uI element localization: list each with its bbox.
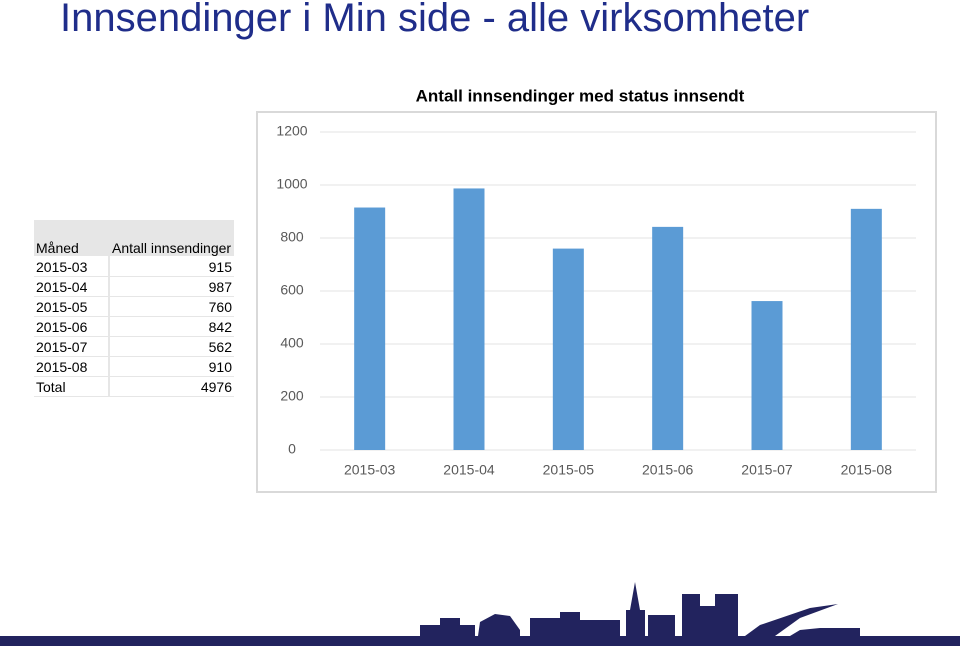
table-cell: 915: [109, 256, 234, 277]
table-row: 2015-08 910: [34, 356, 234, 377]
y-tick-label: 600: [280, 282, 304, 298]
table-cell: 562: [109, 336, 234, 357]
table-row: 2015-07 562: [34, 336, 234, 357]
x-tick-label: 2015-03: [344, 462, 396, 478]
x-tick-label: 2015-06: [642, 462, 694, 478]
table-cell: 842: [109, 316, 234, 337]
y-tick-label: 1000: [276, 176, 307, 192]
chart-title: Antall innsendinger med status innsendt: [416, 86, 745, 105]
bar: [850, 208, 882, 450]
table-row: Måned Antall innsendinger: [34, 220, 234, 257]
bar: [354, 207, 386, 450]
table-cell: 987: [109, 276, 234, 297]
bar: [652, 226, 684, 450]
bar: [453, 188, 485, 450]
table-cell: 2015-08: [34, 356, 110, 377]
y-tick-label: 1200: [276, 123, 307, 139]
data-table: Måned Antall innsendinger 2015-03 915 2015-0…: [34, 220, 234, 397]
x-tick-label: 2015-04: [443, 462, 495, 478]
table-row: 2015-06 842: [34, 316, 234, 337]
x-tick-label: 2015-07: [741, 462, 793, 478]
slide-title: Innsendinger i Min side - alle virksomhe…: [60, 0, 810, 40]
table-cell: 2015-03: [34, 256, 110, 277]
table-row: 2015-03 915: [34, 256, 234, 277]
bar: [751, 301, 783, 450]
table-cell: 4976: [109, 376, 234, 397]
y-tick-label: 200: [280, 388, 304, 404]
table-cell: 2015-04: [34, 276, 110, 297]
table-cell: 2015-07: [34, 336, 110, 357]
table-cell: 2015-06: [34, 316, 110, 337]
y-tick-label: 400: [280, 335, 304, 351]
table-cell: Total: [34, 376, 110, 397]
bar: [552, 248, 584, 450]
table-row: Total 4976: [34, 376, 234, 397]
table-row: 2015-05 760: [34, 296, 234, 317]
table-cell: Måned: [34, 220, 110, 257]
table-cell: 2015-05: [34, 296, 110, 317]
table-cell: 910: [109, 356, 234, 377]
y-tick-label: 0: [288, 441, 296, 457]
table-row: 2015-04 987: [34, 276, 234, 297]
x-tick-label: 2015-08: [841, 462, 893, 478]
y-tick-label: 800: [280, 229, 304, 245]
skyline: [0, 582, 960, 646]
table-cell: 760: [109, 296, 234, 317]
table-cell: Antall innsendinger: [109, 220, 234, 257]
x-tick-label: 2015-05: [543, 462, 595, 478]
